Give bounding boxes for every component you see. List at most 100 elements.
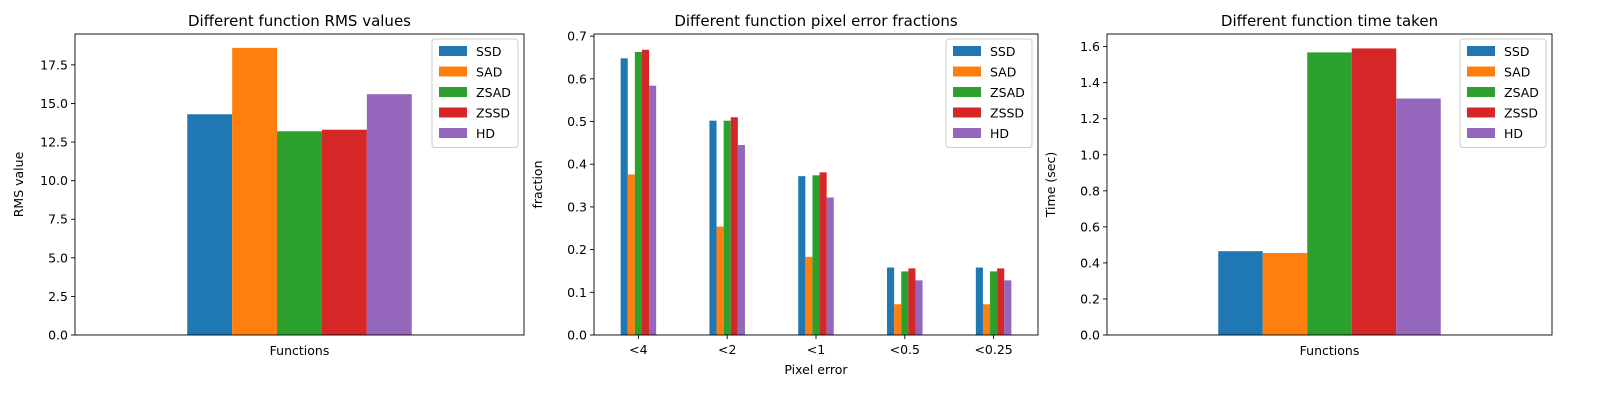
legend-swatch-ssd: [953, 46, 981, 56]
bar-zsad-3: [812, 175, 820, 335]
bar-sad-1: [1262, 252, 1308, 335]
legend-label-ssd: SSD: [990, 44, 1016, 59]
y-tick-label: 0.6: [1080, 219, 1100, 234]
bar-zsad-1: [277, 131, 322, 335]
bar-ssd-1: [1218, 251, 1263, 335]
x-tick-label: <2: [718, 342, 736, 357]
bar-hd-2: [737, 145, 745, 335]
legend-label-zssd: ZSSD: [990, 106, 1024, 121]
legend-box: [1459, 38, 1547, 148]
x-axis-label: Functions: [1300, 343, 1360, 358]
y-axis-label: Time (sec): [1043, 152, 1058, 218]
y-tick-label: 1.6: [1080, 39, 1100, 54]
y-tick-label: 15.0: [40, 96, 68, 111]
legend-swatch-zsad: [953, 87, 981, 97]
legend-label-sad: SAD: [476, 65, 502, 80]
y-tick-label: 0.2: [1080, 291, 1100, 306]
legend-swatch-zssd: [953, 107, 981, 118]
chart-title: Different function RMS values: [188, 12, 411, 30]
legend-label-hd: HD: [1504, 126, 1523, 141]
legend-swatch-hd: [439, 128, 467, 138]
bar-ssd-3: [798, 176, 806, 335]
bar-zssd-4: [908, 268, 916, 335]
bar-zsad-5: [990, 271, 998, 335]
bar-zsad-1: [1307, 52, 1352, 335]
y-tick-label: 0.0: [1080, 328, 1100, 343]
y-tick-label: 17.5: [40, 57, 68, 72]
chart-panel-2: 0.0 0.1 0.2 0.3 0.4 0.5 0.6 0.7 <4 <2 <1 <0.5 <0.25 P…: [530, 12, 1039, 377]
bar-ssd-1: [620, 58, 628, 335]
legend-swatch-zssd: [1467, 107, 1495, 118]
y-tick-label: 0.3: [567, 199, 587, 214]
y-tick-label: 0.0: [48, 328, 68, 343]
y-tick-label: 12.5: [40, 135, 68, 150]
y-tick-label: 1.4: [1080, 75, 1100, 90]
legend-label-sad: SAD: [1504, 65, 1530, 80]
y-tick-label: 2.5: [48, 289, 68, 304]
legend-swatch-ssd: [439, 46, 467, 56]
legend-swatch-zsad: [439, 87, 467, 97]
bar-zssd-5: [997, 268, 1005, 335]
bar-hd-5: [1004, 280, 1012, 335]
chart-panel-1: 0.0 2.5 5.0 7.5 10.0 12.5 15.0 17.5 Functions RMS…: [11, 12, 525, 358]
y-tick-label: 5.0: [48, 250, 68, 265]
bar-hd-1: [1396, 98, 1441, 335]
legend: SSD SAD ZSAD ZSSD HD: [1459, 38, 1547, 148]
bar-sad-1: [232, 47, 278, 336]
bar-ssd-1: [187, 114, 233, 336]
y-tick-label: 0.5: [567, 114, 587, 129]
y-axis-label: fraction: [530, 160, 545, 208]
bar-zsad-2: [723, 120, 731, 335]
y-tick-label: 0.6: [567, 71, 587, 86]
bar-zssd-1: [1351, 48, 1397, 336]
legend-swatch-ssd: [1467, 46, 1495, 56]
bar-hd-4: [915, 280, 923, 335]
bar-hd-1: [366, 94, 412, 335]
bar-zssd-2: [730, 117, 738, 336]
bar-ssd-4: [887, 267, 895, 335]
legend-swatch-hd: [1467, 128, 1495, 138]
y-tick-label: 0.4: [1080, 255, 1100, 270]
chart-title: Different function time taken: [1221, 12, 1438, 30]
bar-sad-5: [982, 304, 991, 335]
legend: SSD SAD ZSAD ZSSD HD: [945, 38, 1033, 148]
y-tick-label: 0.0: [567, 328, 587, 343]
y-axis-label: RMS value: [11, 151, 26, 217]
bar-zssd-1: [321, 129, 367, 335]
y-tick-label: 0.1: [567, 285, 587, 300]
bar-ssd-5: [975, 267, 983, 335]
bar-zsad-4: [901, 271, 909, 335]
legend-swatch-sad: [953, 66, 981, 77]
y-tick-label: 7.5: [48, 212, 68, 227]
legend-label-zssd: ZSSD: [476, 106, 510, 121]
y-tick-label: 1.0: [1080, 147, 1100, 162]
y-tick-label: 0.7: [567, 29, 587, 44]
legend-swatch-sad: [439, 66, 467, 77]
bar-sad-3: [805, 256, 813, 335]
x-tick-label: <0.5: [890, 342, 920, 357]
bar-zssd-3: [819, 172, 827, 335]
bar-hd-3: [826, 197, 834, 335]
bar-sad-4: [894, 304, 902, 335]
chart-panel-3: 0.0 0.2 0.4 0.6 0.8 1.0 1.2 1.4 1.6 Functions Time…: [1043, 12, 1553, 358]
bar-zssd-1: [641, 49, 650, 335]
legend-label-hd: HD: [990, 126, 1009, 141]
y-tick-label: 1.2: [1080, 111, 1100, 126]
legend-label-sad: SAD: [990, 65, 1016, 80]
x-tick-label: <4: [629, 342, 647, 357]
y-tick-label: 10.0: [40, 173, 68, 188]
legend-label-zssd: ZSSD: [1504, 106, 1538, 121]
y-tick-label: 0.8: [1080, 183, 1100, 198]
legend-swatch-sad: [1467, 66, 1495, 77]
legend-box: [945, 38, 1033, 148]
legend-label-zsad: ZSAD: [476, 85, 511, 100]
legend-label-hd: HD: [476, 126, 495, 141]
legend-label-zsad: ZSAD: [990, 85, 1025, 100]
plot-frame: [1106, 33, 1553, 336]
legend-swatch-zssd: [439, 107, 467, 118]
legend-swatch-zsad: [1467, 87, 1495, 97]
x-tick-label: <1: [807, 342, 825, 357]
bar-zsad-1: [634, 51, 642, 335]
legend: SSD SAD ZSAD ZSSD HD: [431, 38, 519, 148]
